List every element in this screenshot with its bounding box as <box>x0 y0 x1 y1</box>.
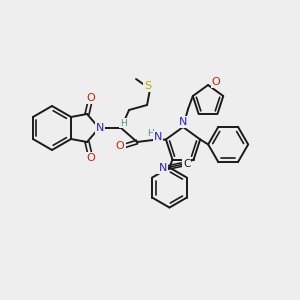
Text: N: N <box>158 163 167 172</box>
Text: N: N <box>96 123 104 133</box>
Text: N: N <box>154 132 162 142</box>
Text: C: C <box>183 159 190 169</box>
Text: H: H <box>120 118 126 127</box>
Text: O: O <box>116 141 124 151</box>
Text: N: N <box>179 117 187 127</box>
Text: S: S <box>145 81 152 91</box>
Text: O: O <box>87 93 95 103</box>
Text: O: O <box>212 77 220 87</box>
Text: O: O <box>87 153 95 163</box>
Text: H: H <box>147 128 153 137</box>
